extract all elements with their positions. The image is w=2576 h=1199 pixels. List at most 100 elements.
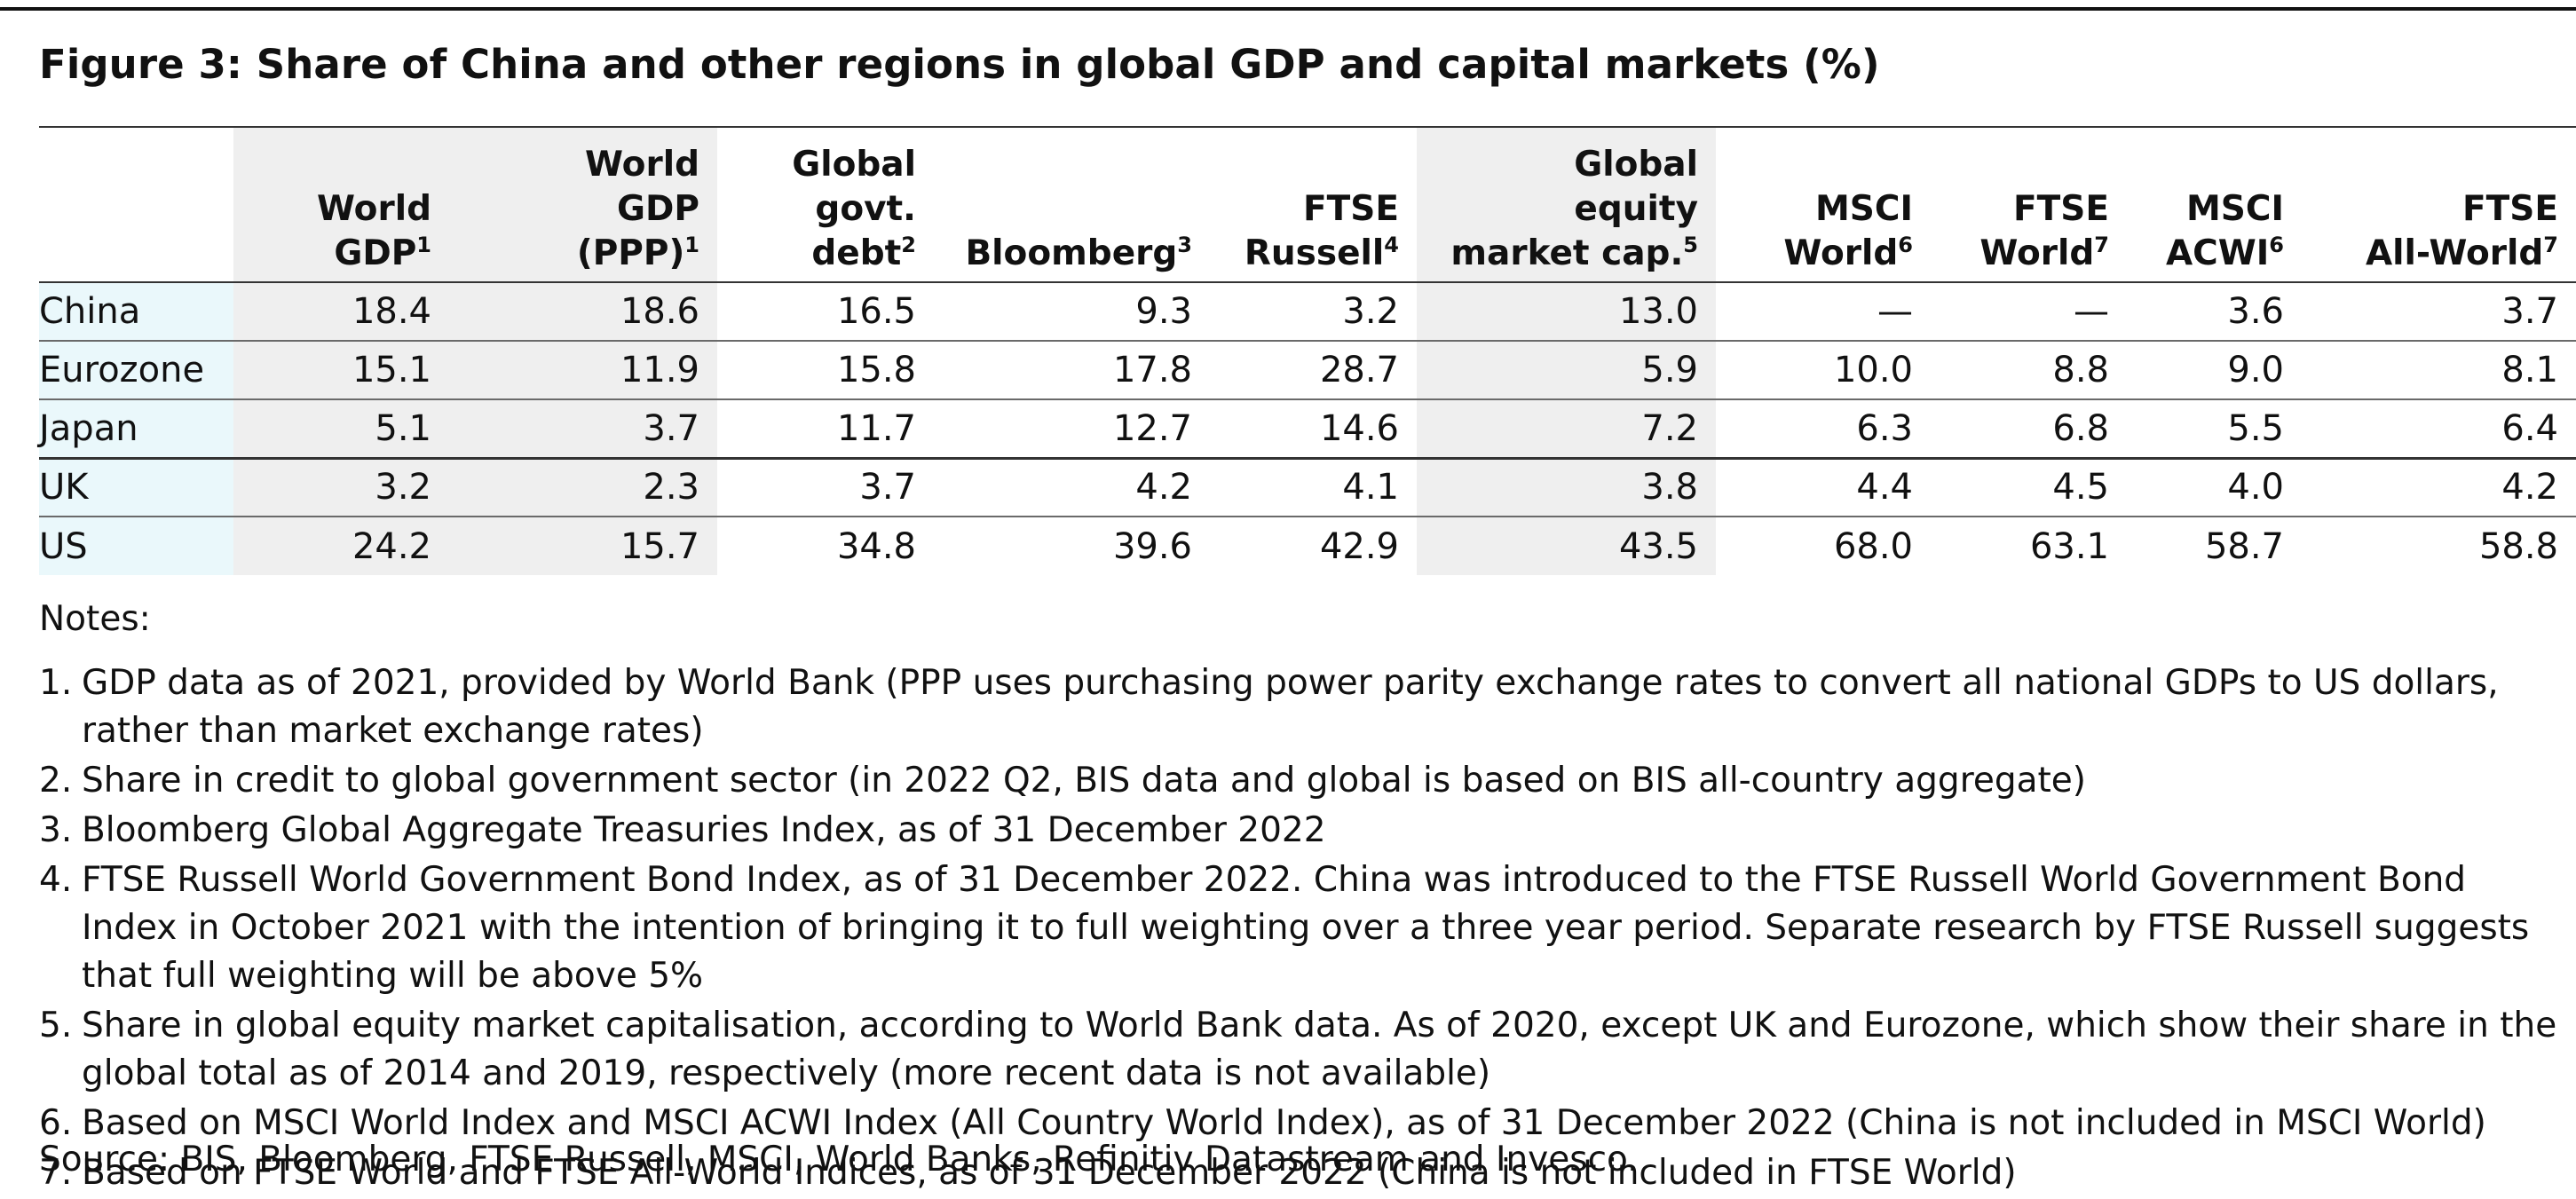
table-body: China 18.4 18.6 16.5 9.3 3.2 13.0— —3.6 3.7 Euroz…	[39, 282, 2576, 575]
header-line: ACWI	[2165, 233, 2270, 273]
table-row: US 24.2 15.7 34.8 39.6 42.9 43.5 68.0 63.1 58.7 58…	[39, 517, 2576, 575]
value-cell: 39.6	[1112, 525, 1192, 567]
notes-label: Notes:	[39, 599, 151, 639]
header-ftse-world: FTSE World7	[1931, 128, 2127, 282]
value-cell: 14.6	[1319, 407, 1399, 449]
value-cell: 43.5	[1417, 517, 1716, 575]
header-line: GDP	[334, 233, 417, 273]
value-cell: 8.8	[2052, 350, 2109, 390]
header-ftse-russell: FTSE Russell4	[1210, 128, 1417, 282]
header-line: Global	[1574, 145, 1698, 185]
title-rule	[39, 126, 2576, 128]
value-cell: 12.7	[1112, 407, 1192, 449]
region-cell: UK	[39, 458, 233, 517]
header-global-equity-market-cap: Global equity market cap.5	[1417, 128, 1716, 282]
header-line: World	[1783, 233, 1899, 273]
note-item: 6. Based on MSCI World Index and MSCI ACW…	[39, 1100, 2569, 1148]
note-text: Bloomberg Global Aggregate Treasuries In…	[82, 810, 1326, 850]
value-cell: 3.2	[1342, 291, 1399, 332]
header-msci-acwi: MSCI ACWI6	[2127, 128, 2302, 282]
value-cell: 3.6	[2227, 291, 2284, 332]
note-item: 2. Share in credit to global government s…	[39, 757, 2569, 805]
header-line: World	[1979, 233, 2095, 273]
header-line: govt.	[815, 189, 916, 229]
header-global-govt-debt: Global govt. debt2	[717, 128, 934, 282]
value-cell: 4.2	[1135, 467, 1192, 509]
footnote-marker: 2	[901, 233, 916, 257]
header-line: World	[585, 145, 699, 185]
note-number: 4.	[39, 860, 73, 900]
note-number: 6.	[39, 1103, 73, 1143]
header-line: World	[317, 189, 431, 229]
header-msci-world: MSCI World6	[1716, 128, 1931, 282]
value-cell: —	[1877, 291, 1913, 332]
value-cell: 8.1	[2501, 350, 2558, 390]
value-cell: 17.8	[1112, 350, 1192, 390]
value-cell: 5.5	[2227, 407, 2284, 449]
footnote-marker: 6	[2269, 233, 2284, 257]
footnote-marker: 1	[416, 233, 431, 257]
value-cell: 15.8	[836, 350, 916, 390]
region-cell: China	[39, 282, 233, 341]
header-line: market cap.	[1450, 233, 1684, 273]
note-number: 5.	[39, 1006, 73, 1045]
value-cell: 9.3	[1135, 291, 1192, 332]
value-cell: 58.7	[2204, 525, 2284, 567]
header-line: FTSE	[1303, 189, 1399, 229]
value-cell: 5.9	[1417, 341, 1716, 399]
header-line: Russell	[1244, 233, 1385, 273]
value-cell: 15.1	[233, 341, 449, 399]
value-cell: 3.7	[2501, 291, 2558, 332]
value-cell: 10.0	[1833, 350, 1913, 390]
header-line: FTSE	[2462, 189, 2558, 229]
note-item: 3. Bloomberg Global Aggregate Treasuries …	[39, 807, 2569, 855]
header-region	[39, 128, 233, 282]
value-cell: 13.0	[1417, 282, 1716, 341]
header-line: (PPP)	[576, 233, 685, 273]
header-row: World GDP1 World GDP (PPP)1 Global govt. debt…	[39, 128, 2576, 282]
header-line: FTSE	[2013, 189, 2109, 229]
note-item: 1. GDP data as of 2021, provided by World…	[39, 659, 2569, 755]
note-text: GDP data as of 2021, provided by World B…	[82, 663, 2499, 751]
table-row: Eurozone 15.1 11.9 15.8 17.8 28.7 5.9 10.0 8.8 9.…	[39, 341, 2576, 399]
table-row: Japan 5.1 3.7 11.7 12.7 14.6 7.2 6.3 6.8 5.5 6.4	[39, 399, 2576, 458]
header-line: debt	[811, 233, 902, 273]
header-line: All-World	[2366, 233, 2544, 273]
note-text: FTSE Russell World Government Bond Index…	[82, 860, 2530, 996]
value-cell: 4.4	[1856, 467, 1913, 509]
footnote-marker: 7	[2543, 233, 2558, 257]
note-item: 4. FTSE Russell World Government Bond Ind…	[39, 856, 2569, 1000]
top-rule	[0, 7, 2576, 11]
value-cell: 5.1	[233, 399, 449, 458]
footnote-marker: 6	[1898, 233, 1913, 257]
note-number: 2.	[39, 761, 73, 801]
value-cell: 63.1	[2029, 525, 2109, 567]
footnote-marker: 7	[2094, 233, 2109, 257]
header-ftse-all-world: FTSE All-World7	[2302, 128, 2576, 282]
value-cell: 68.0	[1833, 525, 1913, 567]
value-cell: 2.3	[449, 458, 717, 517]
header-world-gdp: World GDP1	[233, 128, 449, 282]
note-text: Share in global equity market capitalisa…	[82, 1006, 2557, 1093]
notes-list: 1. GDP data as of 2021, provided by World…	[39, 659, 2569, 1199]
note-number: 1.	[39, 663, 73, 703]
value-cell: 4.1	[1342, 467, 1399, 509]
table-header: World GDP1 World GDP (PPP)1 Global govt. debt…	[39, 128, 2576, 282]
value-cell: 42.9	[1319, 525, 1399, 567]
footnote-marker: 1	[684, 233, 699, 257]
value-cell: 6.4	[2501, 407, 2558, 449]
region-cell: US	[39, 517, 233, 575]
source-line: Source: BIS, Bloomberg, FTSE Russell, MS…	[39, 1140, 1639, 1179]
region-cell: Eurozone	[39, 341, 233, 399]
value-cell: 9.0	[2227, 350, 2284, 390]
value-cell: 3.7	[859, 467, 916, 509]
value-cell: 6.3	[1856, 407, 1913, 449]
header-line: MSCI	[2185, 189, 2284, 229]
data-table: World GDP1 World GDP (PPP)1 Global govt. debt…	[39, 128, 2576, 575]
value-cell: 15.7	[449, 517, 717, 575]
header-line: equity	[1574, 189, 1698, 229]
note-text: Based on MSCI World Index and MSCI ACWI …	[82, 1103, 2486, 1143]
value-cell: 34.8	[836, 525, 916, 567]
header-line: MSCI	[1814, 189, 1913, 229]
table-row: UK 3.2 2.3 3.7 4.2 4.1 3.8 4.4 4.5 4.0 4.2	[39, 458, 2576, 517]
